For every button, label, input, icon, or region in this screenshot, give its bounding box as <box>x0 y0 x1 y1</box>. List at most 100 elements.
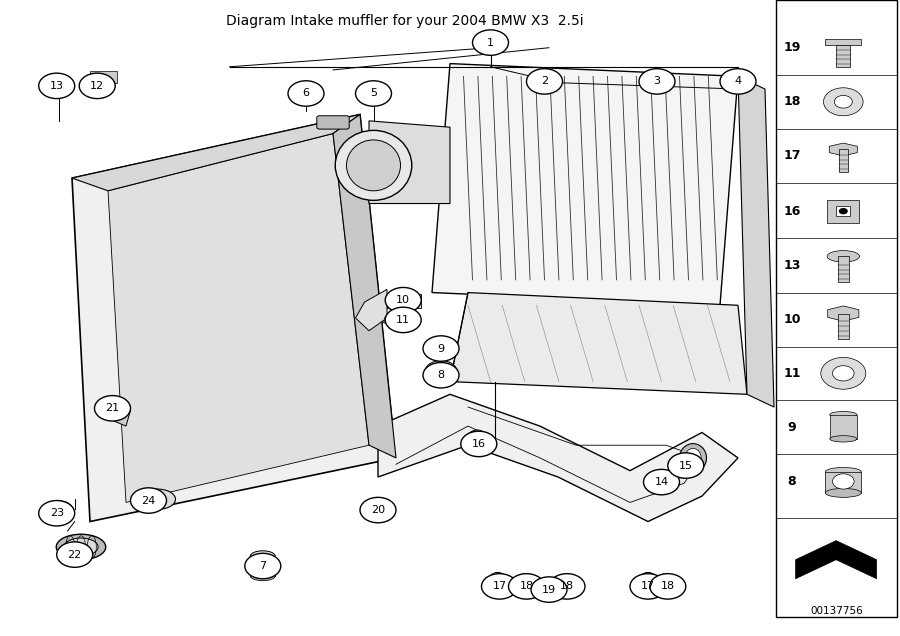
Bar <box>90 71 117 83</box>
Text: 23: 23 <box>50 508 64 518</box>
Ellipse shape <box>45 501 72 516</box>
Circle shape <box>832 474 854 489</box>
Ellipse shape <box>561 577 570 586</box>
Text: 7: 7 <box>259 561 266 571</box>
Circle shape <box>644 469 680 495</box>
Text: 18: 18 <box>519 581 534 591</box>
Bar <box>825 39 861 45</box>
Circle shape <box>385 307 421 333</box>
Bar <box>827 200 860 223</box>
Text: 9: 9 <box>437 343 445 354</box>
Text: 17: 17 <box>492 581 507 591</box>
FancyBboxPatch shape <box>317 116 349 129</box>
Ellipse shape <box>517 574 533 590</box>
Text: 18: 18 <box>783 95 801 108</box>
Circle shape <box>720 69 756 94</box>
Text: 18: 18 <box>661 581 675 591</box>
Text: 15: 15 <box>679 460 693 471</box>
Text: 13: 13 <box>50 81 64 91</box>
Text: 2: 2 <box>541 76 548 86</box>
Ellipse shape <box>64 538 98 556</box>
Ellipse shape <box>680 444 706 472</box>
Bar <box>836 206 850 216</box>
Circle shape <box>630 574 666 599</box>
Ellipse shape <box>56 534 106 560</box>
Ellipse shape <box>830 411 857 418</box>
Text: 19: 19 <box>783 41 801 54</box>
Bar <box>838 256 849 282</box>
Text: 8: 8 <box>437 370 445 380</box>
Circle shape <box>432 366 450 378</box>
Circle shape <box>549 574 585 599</box>
Circle shape <box>508 574 544 599</box>
Text: 17: 17 <box>783 149 801 162</box>
Circle shape <box>94 396 130 421</box>
Text: 5: 5 <box>370 88 377 99</box>
Polygon shape <box>72 114 360 191</box>
Circle shape <box>472 30 508 55</box>
Polygon shape <box>108 134 369 502</box>
Text: 11: 11 <box>396 315 410 325</box>
Bar <box>387 294 421 308</box>
Circle shape <box>821 357 866 389</box>
Ellipse shape <box>825 488 861 497</box>
Circle shape <box>461 431 497 457</box>
Ellipse shape <box>827 251 860 262</box>
Circle shape <box>668 453 704 478</box>
Text: 20: 20 <box>371 505 385 515</box>
Ellipse shape <box>542 582 556 595</box>
Ellipse shape <box>825 467 861 476</box>
Text: 13: 13 <box>783 259 801 272</box>
Text: 12: 12 <box>90 81 104 91</box>
Bar <box>839 149 848 172</box>
Circle shape <box>39 73 75 99</box>
Text: 22: 22 <box>68 550 82 560</box>
Polygon shape <box>432 64 738 305</box>
Ellipse shape <box>638 572 658 591</box>
Bar <box>776 0 897 617</box>
Circle shape <box>356 81 392 106</box>
Circle shape <box>385 287 421 313</box>
Text: 10: 10 <box>783 314 801 326</box>
Circle shape <box>360 497 396 523</box>
Text: 19: 19 <box>542 584 556 595</box>
Bar <box>825 472 861 493</box>
Circle shape <box>839 208 848 214</box>
Circle shape <box>832 366 854 381</box>
Ellipse shape <box>250 570 275 581</box>
Circle shape <box>824 88 863 116</box>
Circle shape <box>650 574 686 599</box>
Text: 6: 6 <box>302 88 310 99</box>
Bar <box>250 556 275 576</box>
Text: 21: 21 <box>105 403 120 413</box>
Ellipse shape <box>685 448 701 467</box>
Ellipse shape <box>466 430 488 454</box>
Ellipse shape <box>250 551 275 562</box>
Polygon shape <box>738 76 774 407</box>
Polygon shape <box>369 121 450 204</box>
Circle shape <box>425 361 457 384</box>
Text: 14: 14 <box>654 477 669 487</box>
Circle shape <box>384 314 399 324</box>
Ellipse shape <box>557 574 573 590</box>
Text: 3: 3 <box>653 76 661 86</box>
Circle shape <box>423 336 459 361</box>
Bar <box>838 314 849 339</box>
Text: 9: 9 <box>788 421 796 434</box>
Text: 00137756: 00137756 <box>810 605 863 616</box>
Text: 11: 11 <box>783 367 801 380</box>
Polygon shape <box>378 394 738 522</box>
Polygon shape <box>333 114 396 458</box>
Ellipse shape <box>488 572 508 591</box>
Polygon shape <box>104 401 130 426</box>
Circle shape <box>639 69 675 94</box>
Circle shape <box>288 81 324 106</box>
Circle shape <box>834 95 852 108</box>
Ellipse shape <box>140 489 176 509</box>
Text: 4: 4 <box>734 76 742 86</box>
Polygon shape <box>829 143 858 156</box>
Ellipse shape <box>656 574 672 590</box>
Ellipse shape <box>520 577 529 586</box>
Ellipse shape <box>335 130 412 200</box>
Polygon shape <box>450 293 747 394</box>
